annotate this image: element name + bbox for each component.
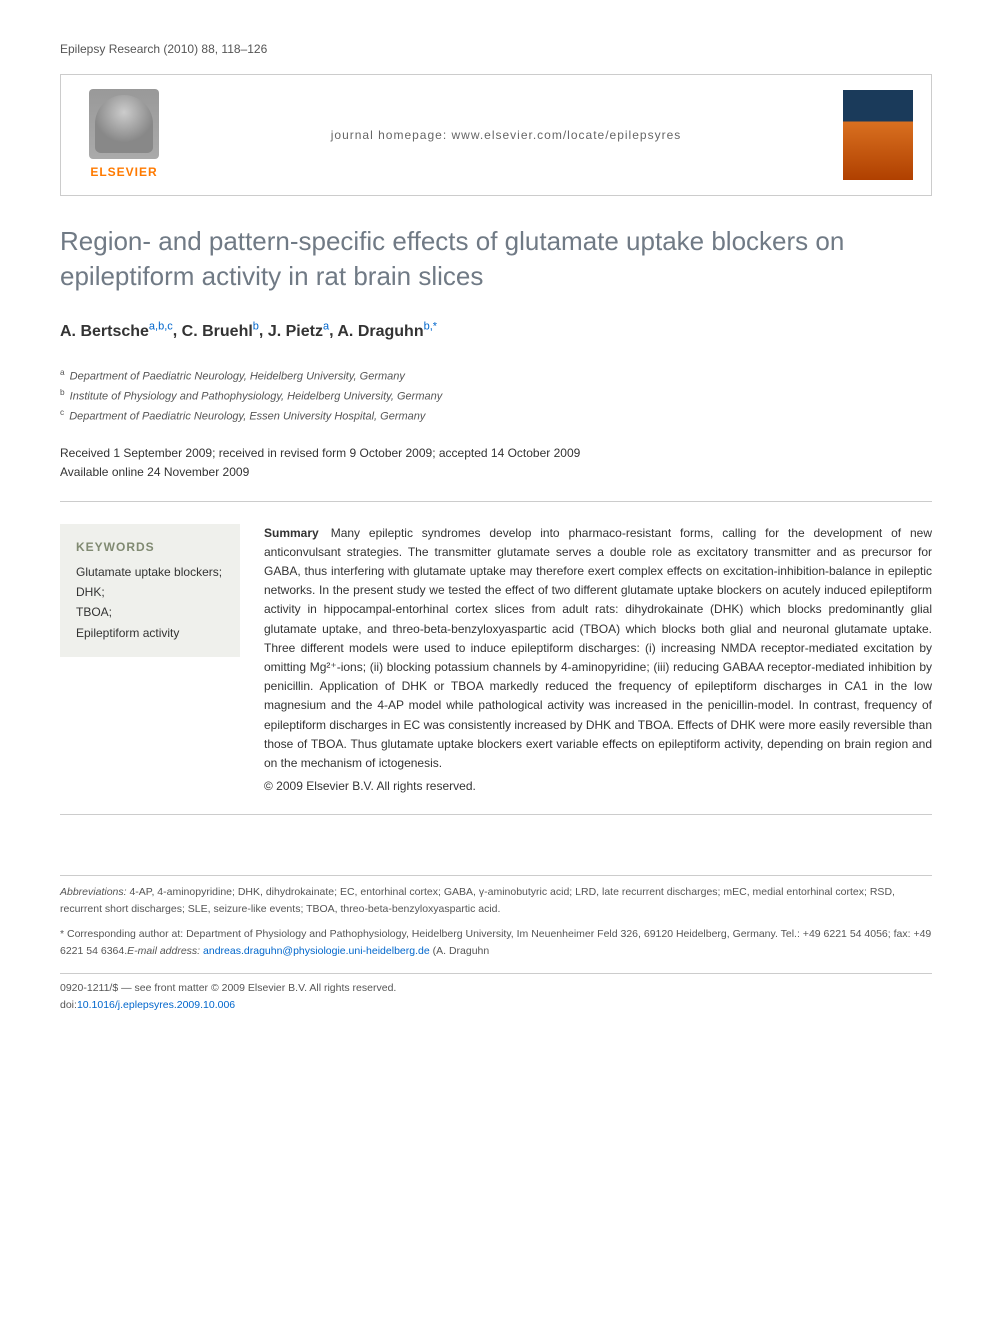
- online-date: Available online 24 November 2009: [60, 463, 932, 482]
- affiliations: a Department of Paediatric Neurology, He…: [60, 366, 932, 427]
- author: J. Pietza: [268, 323, 329, 340]
- affiliation: b Institute of Physiology and Pathophysi…: [60, 386, 932, 406]
- corresponding-label: * Corresponding author at:: [60, 928, 183, 940]
- received-date: Received 1 September 2009; received in r…: [60, 444, 932, 463]
- corresponding-author: * Corresponding author at: Department of…: [60, 926, 932, 960]
- abbreviations: Abbreviations: 4-AP, 4-aminopyridine; DH…: [60, 875, 932, 918]
- author: A. Bertschea,b,c: [60, 323, 173, 340]
- affiliation: c Department of Paediatric Neurology, Es…: [60, 406, 932, 426]
- summary-label: Summary: [264, 526, 319, 540]
- journal-homepage[interactable]: journal homepage: www.elsevier.com/locat…: [169, 126, 843, 144]
- corresponding-email-link[interactable]: andreas.draguhn@physiologie.uni-heidelbe…: [203, 945, 430, 957]
- author: C. Bruehlb: [182, 323, 259, 340]
- summary-text: Many epileptic syndromes develop into ph…: [264, 526, 932, 770]
- keywords-list: Glutamate uptake blockers; DHK; TBOA; Ep…: [76, 562, 224, 644]
- footer: Abbreviations: 4-AP, 4-aminopyridine; DH…: [60, 875, 932, 1014]
- summary: SummaryMany epileptic syndromes develop …: [264, 524, 932, 797]
- keywords-summary-row: KEYWORDS Glutamate uptake blockers; DHK;…: [60, 524, 932, 816]
- header-box: ELSEVIER journal homepage: www.elsevier.…: [60, 74, 932, 196]
- summary-copyright: © 2009 Elsevier B.V. All rights reserved…: [264, 777, 932, 796]
- author: A. Draguhnb,*: [337, 323, 437, 340]
- keyword-item: Glutamate uptake blockers;: [76, 562, 224, 582]
- article-dates: Received 1 September 2009; received in r…: [60, 444, 932, 501]
- doi-line: doi:10.1016/j.eplepsyres.2009.10.006: [60, 997, 932, 1014]
- keywords-label: KEYWORDS: [76, 538, 224, 556]
- elsevier-tree-icon: [89, 89, 159, 159]
- journal-citation: Epilepsy Research (2010) 88, 118–126: [60, 40, 932, 58]
- publisher-name: ELSEVIER: [90, 163, 157, 181]
- email-author: (A. Draguhn: [433, 945, 490, 957]
- keywords-box: KEYWORDS Glutamate uptake blockers; DHK;…: [60, 524, 240, 658]
- email-label: E-mail address:: [127, 945, 200, 957]
- affiliation: a Department of Paediatric Neurology, He…: [60, 366, 932, 386]
- footer-meta: 0920-1211/$ — see front matter © 2009 El…: [60, 973, 932, 1014]
- keyword-item: TBOA;: [76, 602, 224, 622]
- abbreviations-text: 4-AP, 4-aminopyridine; DHK, dihydrokaina…: [60, 886, 895, 915]
- publisher-logo: ELSEVIER: [79, 89, 169, 181]
- journal-cover-thumbnail: [843, 90, 913, 180]
- author-list: A. Bertschea,b,c, C. Bruehlb, J. Pietza,…: [60, 318, 932, 343]
- article-title: Region- and pattern-specific effects of …: [60, 224, 932, 294]
- keyword-item: DHK;: [76, 582, 224, 602]
- issn-line: 0920-1211/$ — see front matter © 2009 El…: [60, 980, 932, 997]
- doi-link[interactable]: 10.1016/j.eplepsyres.2009.10.006: [77, 999, 235, 1011]
- keyword-item: Epileptiform activity: [76, 623, 224, 643]
- abbreviations-label: Abbreviations:: [60, 886, 127, 898]
